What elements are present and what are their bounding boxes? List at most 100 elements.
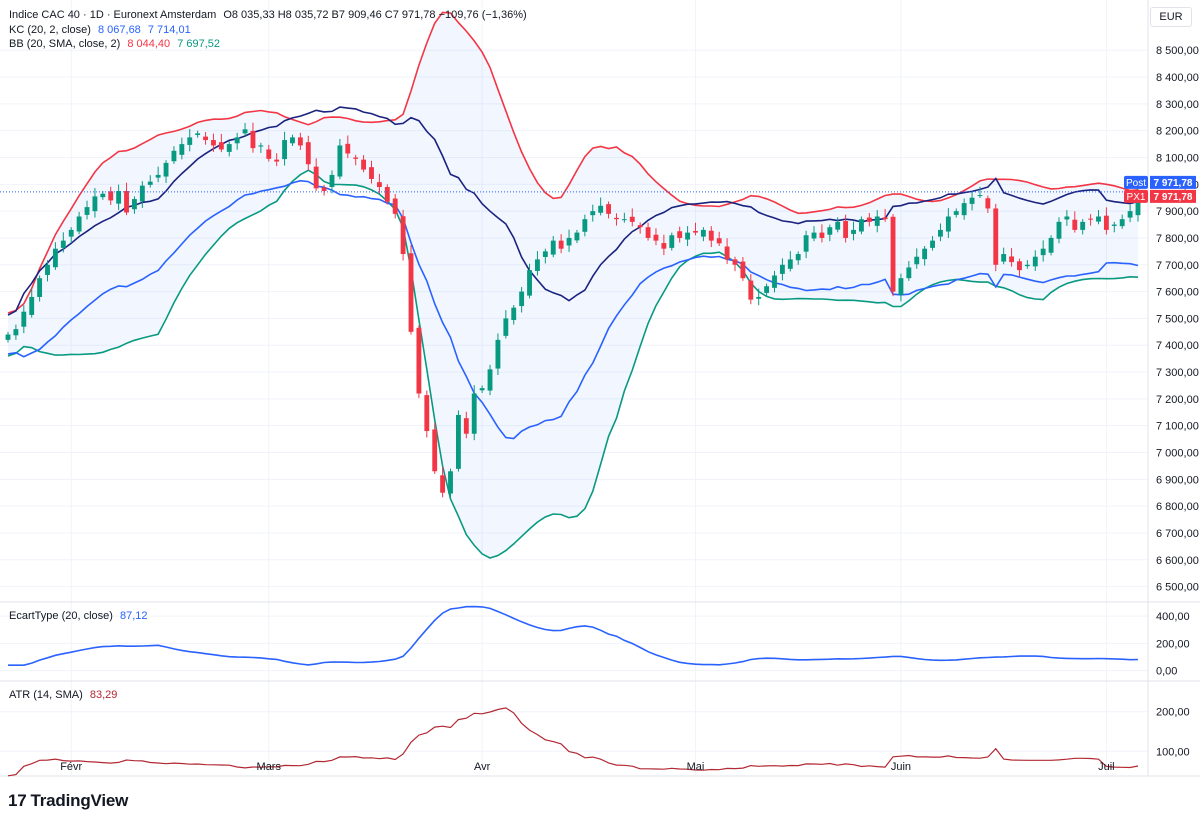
- grid: [0, 0, 1148, 775]
- candle: [835, 217, 841, 233]
- stddev-value: 87,12: [120, 610, 148, 622]
- candle: [45, 260, 50, 282]
- price-tick-label: 6 600,00: [1156, 555, 1199, 567]
- candle: [124, 182, 129, 216]
- bb-label: BB (20, SMA, close, 2): [9, 38, 121, 50]
- pane-dividers: [0, 0, 1200, 777]
- candle: [179, 137, 185, 160]
- candle: [519, 287, 525, 313]
- price-tick-label: 8 200,00: [1156, 126, 1199, 138]
- candle: [416, 325, 422, 399]
- post-price-tag: Post 7 971,78: [1124, 175, 1196, 189]
- candle: [819, 224, 825, 243]
- candle: [906, 261, 912, 281]
- candle: [598, 197, 604, 216]
- candle: [787, 251, 793, 272]
- candle: [361, 155, 367, 173]
- candle: [337, 138, 343, 180]
- price-tick-label: 7 900,00: [1156, 206, 1199, 218]
- candle: [629, 208, 635, 227]
- candle: [740, 256, 746, 281]
- candle: [748, 274, 754, 305]
- atr-label: ATR (14, SMA): [9, 689, 83, 701]
- candle: [938, 223, 943, 242]
- px1-price-tag: PX1 7 971,78: [1124, 189, 1196, 203]
- candle: [866, 213, 872, 227]
- price-tick-label: 6 900,00: [1156, 474, 1199, 486]
- candle: [566, 229, 572, 252]
- candle: [637, 222, 643, 234]
- candle: [1080, 219, 1086, 235]
- bb-legend[interactable]: BB (20, SMA, close, 2) 8 044,40 7 697,52: [9, 38, 224, 50]
- candle: [448, 468, 453, 500]
- candle: [132, 196, 137, 214]
- price-tick-label: 6 500,00: [1156, 582, 1199, 594]
- price-tick-label: 7 200,00: [1156, 394, 1199, 406]
- candle: [155, 166, 161, 183]
- candle: [542, 248, 548, 264]
- tradingview-logo-icon: 17: [8, 791, 27, 810]
- stddev-legend[interactable]: EcartType (20, close) 87,12: [9, 610, 152, 622]
- price-axis[interactable]: 6 500,00 6 600,00 6 700,00 6 800,00 6 900,00…: [1156, 45, 1199, 758]
- candle: [843, 214, 849, 243]
- candle: [297, 132, 303, 150]
- candle: [234, 132, 240, 150]
- candle: [353, 154, 359, 166]
- price-tick-label: 8 300,00: [1156, 99, 1199, 111]
- price-tick-label: 8 400,00: [1156, 72, 1199, 84]
- candle: [732, 256, 738, 272]
- candle: [922, 246, 928, 266]
- price-tick-label: 7 000,00: [1156, 448, 1199, 460]
- candle: [1119, 214, 1125, 229]
- candle: [1111, 221, 1117, 233]
- price-tags: Post 7 971,78 PX1 7 971,78: [1124, 175, 1196, 203]
- time-axis[interactable]: FévrMarsAvrMaiJuinJuilAoûtSeptOct: [60, 761, 1200, 773]
- price-tick-label: 7 100,00: [1156, 421, 1199, 433]
- candle: [100, 191, 106, 200]
- stddev-line: [8, 605, 1139, 666]
- kc-label: KC (20, 2, close): [9, 24, 91, 36]
- svg-text:Post: Post: [1126, 178, 1146, 189]
- candle: [5, 331, 11, 343]
- candle: [29, 288, 35, 318]
- candle: [685, 226, 691, 246]
- candle: [977, 186, 983, 198]
- atr-tick-label: 100,00: [1156, 746, 1190, 758]
- candle: [37, 275, 43, 302]
- candle: [1024, 260, 1030, 269]
- candle: [535, 251, 540, 276]
- candle: [1064, 210, 1070, 226]
- instrument-legend[interactable]: Indice CAC 40 · 1D · Euronext Amsterdam …: [9, 9, 531, 21]
- candle: [305, 135, 311, 171]
- candle: [945, 208, 951, 238]
- candle: [218, 133, 224, 153]
- currency-button[interactable]: EUR: [1150, 7, 1192, 27]
- candle: [930, 236, 935, 251]
- candle: [274, 153, 280, 167]
- bb-fill: [8, 12, 1138, 558]
- candle: [700, 227, 706, 242]
- kc-legend[interactable]: KC (20, 2, close) 8 067,68 7 714,01: [9, 24, 195, 36]
- candle: [1072, 211, 1078, 233]
- candle: [969, 191, 975, 211]
- candle: [1009, 248, 1014, 267]
- candle: [455, 410, 461, 472]
- tradingview-logo-text: TradingView: [30, 791, 129, 810]
- candle: [60, 232, 66, 253]
- atr-legend[interactable]: ATR (14, SMA) 83,29: [9, 689, 121, 701]
- candle: [874, 210, 880, 233]
- candle: [1001, 247, 1007, 265]
- candle: [432, 423, 438, 474]
- candle: [756, 288, 762, 306]
- candle: [463, 411, 469, 439]
- candle: [621, 212, 627, 223]
- stddev-tick-label: 200,00: [1156, 638, 1190, 650]
- candle: [345, 135, 351, 159]
- candle: [677, 226, 683, 243]
- candle: [558, 234, 564, 254]
- atr-line: [7, 707, 1139, 777]
- candle: [882, 208, 888, 222]
- indicator-lines: [7, 605, 1139, 777]
- candle: [582, 214, 588, 237]
